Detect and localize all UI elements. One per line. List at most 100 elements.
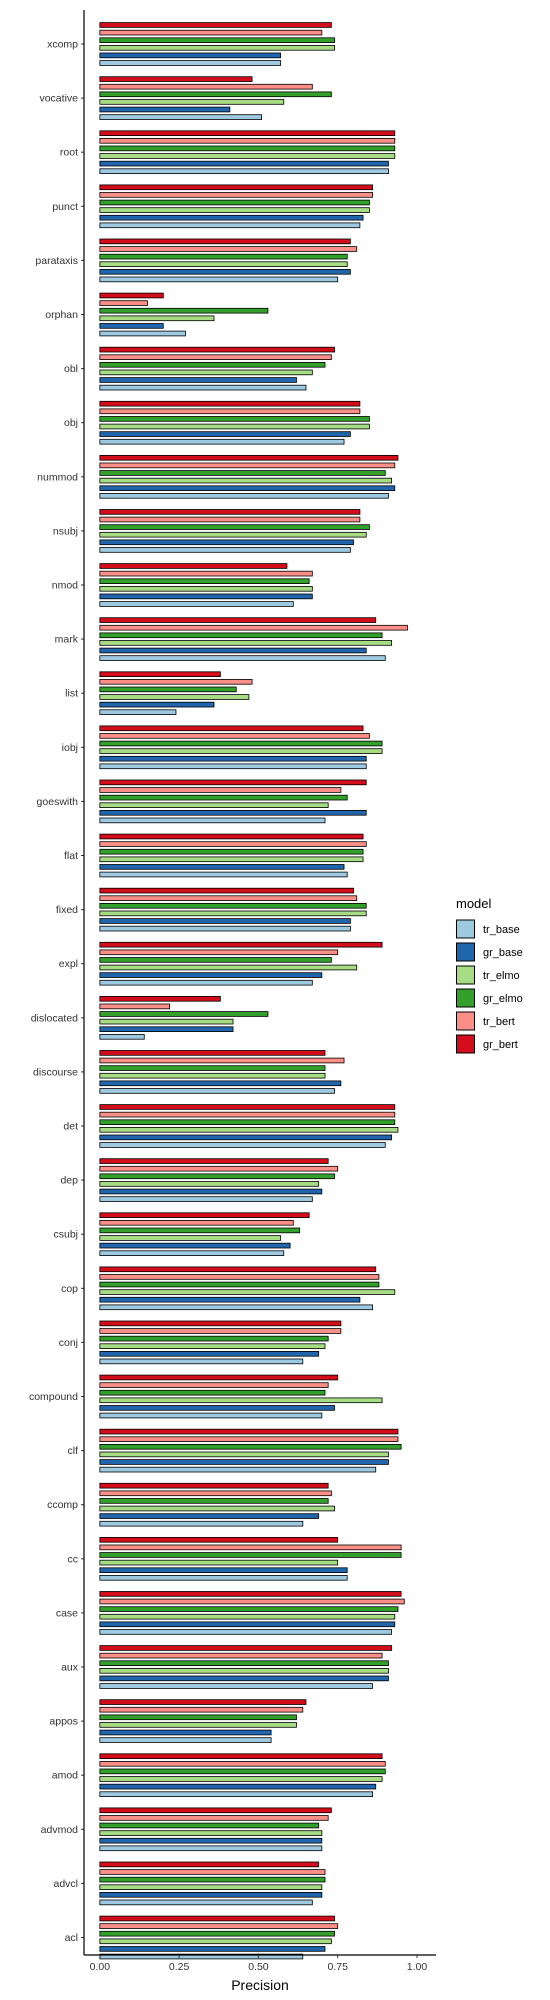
bar-discourse-tr-base [99, 1088, 335, 1094]
bar-compound-gr-elmo [99, 1389, 326, 1396]
bar-flat-tr-elmo [99, 856, 364, 863]
bar-ccomp-tr-base [99, 1520, 304, 1527]
bar-orphan-tr-bert [99, 300, 148, 306]
x-tick-label: 0.00 [90, 1961, 111, 1973]
bar-fixed-gr-base [99, 918, 351, 924]
bar-conj-tr-base [99, 1358, 304, 1365]
bar-obl-gr-bert [99, 346, 335, 353]
bar-advmod-gr-elmo [99, 1822, 320, 1829]
y-tick-label-aux: aux [61, 1662, 79, 1674]
bar-orphan-tr-base [99, 330, 186, 337]
bar-root-tr-elmo [99, 153, 396, 159]
bar-nsubj-gr-elmo [99, 524, 370, 530]
bar-advmod-gr-bert [99, 1807, 332, 1814]
y-tick-label-advcl: advcl [53, 1878, 78, 1890]
y-tick-label-list: list [65, 688, 78, 700]
bar-nmod-tr-bert [99, 570, 313, 577]
bar-conj-gr-base [99, 1351, 320, 1357]
bar-cop-gr-bert [99, 1266, 377, 1273]
bar-flat-gr-base [99, 864, 345, 870]
bar-advcl-tr-elmo [99, 1884, 323, 1891]
y-tick-label-det: det [63, 1121, 78, 1133]
bar-amod-gr-base [99, 1783, 377, 1790]
bar-appos-gr-bert [99, 1699, 307, 1705]
bar-nummod-tr-bert [99, 462, 396, 469]
bar-clf-tr-elmo [99, 1451, 389, 1458]
bar-list-gr-base [99, 701, 215, 708]
bar-acl-tr-elmo [99, 1938, 332, 1945]
bar-fixed-tr-base [99, 925, 351, 932]
bar-csubj-gr-base [99, 1242, 291, 1249]
bar-xcomp-gr-bert [99, 22, 332, 28]
y-tick-label-advmod: advmod [41, 1824, 79, 1836]
bar-case-tr-elmo [99, 1613, 396, 1620]
bar-det-tr-elmo [99, 1127, 399, 1133]
bar-list-gr-elmo [99, 686, 237, 693]
y-tick-label-csubj: csubj [53, 1229, 78, 1241]
bar-acl-gr-base [99, 1946, 326, 1952]
bar-expl-tr-elmo [99, 964, 358, 971]
bar-clf-gr-base [99, 1459, 389, 1465]
bar-advmod-gr-base [99, 1837, 323, 1844]
bar-punct-gr-elmo [99, 199, 370, 206]
y-tick-label-expl: expl [59, 958, 78, 970]
bar-vocative-tr-base [99, 114, 262, 120]
bar-dislocated-gr-base [99, 1026, 234, 1033]
bar-flat-tr-base [99, 871, 348, 878]
bar-obj-gr-elmo [99, 416, 370, 422]
bar-discourse-tr-elmo [99, 1072, 326, 1079]
bar-dep-tr-elmo [99, 1181, 320, 1187]
legend-swatch-gr-base [456, 942, 475, 962]
y-tick-label-nummod: nummod [37, 471, 78, 483]
bar-amod-tr-bert [99, 1761, 386, 1767]
bar-parataxis-gr-bert [99, 238, 351, 245]
bar-advcl-tr-base [99, 1899, 313, 1906]
bar-expl-tr-base [99, 979, 313, 986]
bar-obl-tr-bert [99, 354, 332, 360]
bar-dep-tr-bert [99, 1165, 339, 1172]
y-tick-label-obl: obl [64, 363, 78, 375]
bar-amod-gr-bert [99, 1753, 383, 1760]
bar-ccomp-gr-elmo [99, 1498, 329, 1504]
bar-obj-gr-base [99, 431, 351, 437]
y-tick-label-punct: punct [52, 201, 78, 213]
bar-root-gr-elmo [99, 145, 396, 152]
bar-compound-gr-base [99, 1405, 335, 1411]
y-tick-label-parataxis: parataxis [35, 255, 78, 267]
y-tick-label-mark: mark [55, 634, 79, 646]
bar-csubj-tr-elmo [99, 1235, 282, 1241]
bar-case-gr-bert [99, 1591, 402, 1597]
bar-xcomp-tr-base [99, 60, 282, 66]
y-tick-label-cc: cc [68, 1553, 79, 1565]
bar-xcomp-gr-base [99, 52, 282, 59]
bar-expl-gr-elmo [99, 957, 332, 963]
bar-goeswith-gr-base [99, 810, 367, 816]
bar-compound-tr-bert [99, 1382, 329, 1388]
bar-appos-gr-elmo [99, 1714, 297, 1721]
bar-iobj-gr-bert [99, 725, 364, 732]
bar-expl-gr-bert [99, 941, 383, 948]
bar-advcl-tr-bert [99, 1869, 326, 1875]
bar-dep-gr-elmo [99, 1173, 335, 1180]
legend-title: model [456, 896, 492, 911]
y-tick-label-flat: flat [64, 850, 78, 862]
bar-acl-gr-elmo [99, 1930, 335, 1937]
bar-obl-gr-base [99, 377, 297, 383]
bar-nsubj-tr-elmo [99, 531, 367, 538]
bar-ccomp-gr-base [99, 1513, 320, 1519]
bar-clf-gr-bert [99, 1428, 399, 1435]
bar-det-tr-bert [99, 1111, 396, 1118]
bar-obl-tr-base [99, 384, 307, 391]
bar-nmod-gr-elmo [99, 578, 310, 584]
bar-flat-gr-bert [99, 833, 364, 840]
bar-nsubj-tr-bert [99, 516, 361, 523]
bar-iobj-tr-elmo [99, 748, 383, 754]
bar-vocative-tr-elmo [99, 99, 285, 105]
y-tick-label-amod: amod [52, 1770, 78, 1782]
bar-aux-gr-elmo [99, 1660, 389, 1667]
bar-orphan-gr-bert [99, 292, 164, 299]
bar-flat-tr-bert [99, 841, 367, 847]
bar-nummod-gr-bert [99, 454, 399, 461]
bar-cop-gr-base [99, 1296, 361, 1303]
bar-xcomp-gr-elmo [99, 37, 335, 43]
